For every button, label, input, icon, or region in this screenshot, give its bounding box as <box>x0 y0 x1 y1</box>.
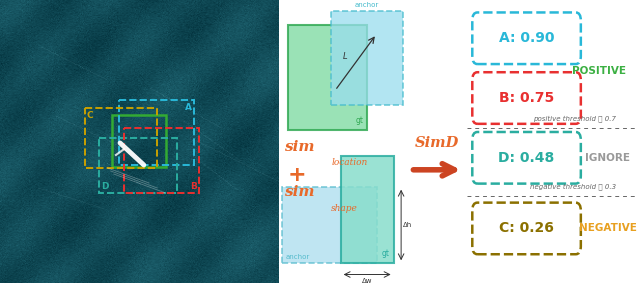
Bar <box>112 115 166 167</box>
Text: D: 0.48: D: 0.48 <box>499 151 555 165</box>
Text: sim: sim <box>284 140 315 154</box>
Bar <box>119 100 193 165</box>
Bar <box>99 138 177 193</box>
Text: anchor: anchor <box>355 3 380 8</box>
Text: D: D <box>101 182 109 191</box>
Text: sim: sim <box>284 185 315 200</box>
Bar <box>124 128 198 193</box>
Text: Δw: Δw <box>362 278 372 283</box>
Text: gt: gt <box>355 115 364 125</box>
Text: B: 0.75: B: 0.75 <box>499 91 554 105</box>
Text: SimD: SimD <box>414 136 459 150</box>
Text: Δh: Δh <box>403 222 412 228</box>
Text: +: + <box>288 166 307 185</box>
Text: L: L <box>342 52 348 61</box>
Text: C: C <box>87 111 93 120</box>
Text: IGNORE: IGNORE <box>586 153 630 163</box>
Text: A: A <box>184 103 191 112</box>
FancyBboxPatch shape <box>472 72 581 124</box>
FancyBboxPatch shape <box>472 203 581 254</box>
Text: location: location <box>332 158 367 168</box>
FancyBboxPatch shape <box>282 187 376 263</box>
FancyBboxPatch shape <box>472 132 581 184</box>
FancyBboxPatch shape <box>472 12 581 64</box>
Text: shape: shape <box>332 204 358 213</box>
Text: A: 0.90: A: 0.90 <box>499 31 554 45</box>
Text: NEGATIVE: NEGATIVE <box>579 224 637 233</box>
Bar <box>85 108 157 168</box>
FancyBboxPatch shape <box>332 11 403 105</box>
FancyBboxPatch shape <box>340 156 394 263</box>
Text: B: B <box>190 182 196 191</box>
Text: positive threshold ： 0.7: positive threshold ： 0.7 <box>534 116 616 123</box>
Text: POSITIVE: POSITIVE <box>573 66 627 76</box>
Text: anchor: anchor <box>286 254 310 260</box>
Text: C: 0.26: C: 0.26 <box>499 221 554 235</box>
FancyBboxPatch shape <box>288 25 367 130</box>
Text: gt: gt <box>382 248 390 258</box>
Text: negative threshold ： 0.3: negative threshold ： 0.3 <box>531 184 616 190</box>
